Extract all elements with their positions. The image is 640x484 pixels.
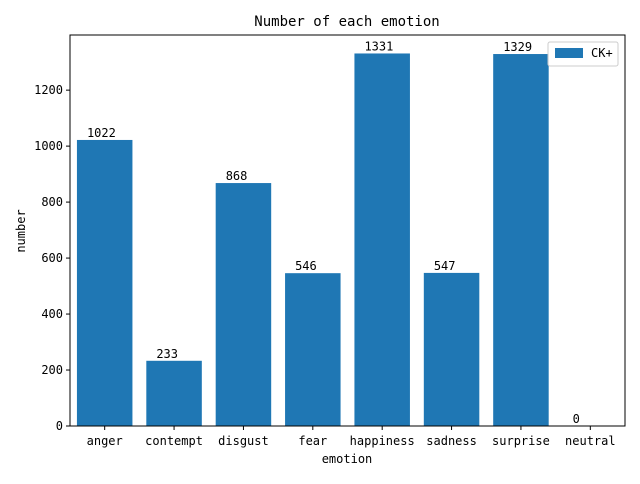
data-label-happiness: 1331: [364, 39, 393, 53]
y-tick-label-200: 200: [41, 363, 63, 377]
x-tick-label-fear: fear: [298, 434, 327, 448]
x-tick-label-sadness: sadness: [426, 434, 477, 448]
legend-label: CK+: [591, 46, 613, 60]
x-tick-label-anger: anger: [87, 434, 123, 448]
legend-swatch: [555, 48, 583, 58]
y-tick-label-0: 0: [56, 419, 63, 433]
data-label-disgust: 868: [226, 169, 248, 183]
x-tick-label-surprise: surprise: [492, 434, 550, 448]
x-tick-label-disgust: disgust: [218, 434, 269, 448]
legend: CK+: [547, 41, 619, 67]
bar-sadness: [423, 272, 480, 426]
data-label-neutral: 0: [573, 412, 580, 426]
x-tick-label-contempt: contempt: [145, 434, 203, 448]
y-axis-ticks: 0 200 400 600 800 1000 1200: [34, 83, 70, 433]
y-tick-label-600: 600: [41, 251, 63, 265]
bar-happiness: [354, 53, 410, 426]
x-tick-label-happiness: happiness: [350, 434, 415, 448]
data-label-fear: 546: [295, 259, 317, 273]
y-tick-label-800: 800: [41, 195, 63, 209]
y-tick-label-1000: 1000: [34, 139, 63, 153]
bar-contempt: [146, 360, 202, 426]
bar-anger: [76, 139, 133, 427]
data-label-anger: 1022: [87, 126, 116, 140]
data-label-contempt: 233: [156, 347, 178, 361]
data-label-surprise: 1329: [503, 40, 532, 54]
x-axis-label: emotion: [322, 452, 373, 466]
bar-surprise: [493, 54, 549, 426]
x-axis-ticks: anger contempt disgust fear happiness sadness…: [87, 426, 616, 448]
data-label-sadness: 547: [434, 259, 456, 273]
bar-fear: [285, 273, 341, 426]
x-tick-label-neutral: neutral: [565, 434, 616, 448]
bar-disgust: [215, 183, 272, 426]
bars-layer: [76, 53, 549, 427]
y-tick-label-400: 400: [41, 307, 63, 321]
plot-area-frame: [69, 34, 626, 427]
data-labels-layer: 1022 233 868 546 1331 547 1329 0: [87, 39, 580, 426]
y-axis-label: number: [14, 209, 28, 252]
y-tick-label-1200: 1200: [34, 83, 63, 97]
chart-title: Number of each emotion: [254, 14, 439, 30]
